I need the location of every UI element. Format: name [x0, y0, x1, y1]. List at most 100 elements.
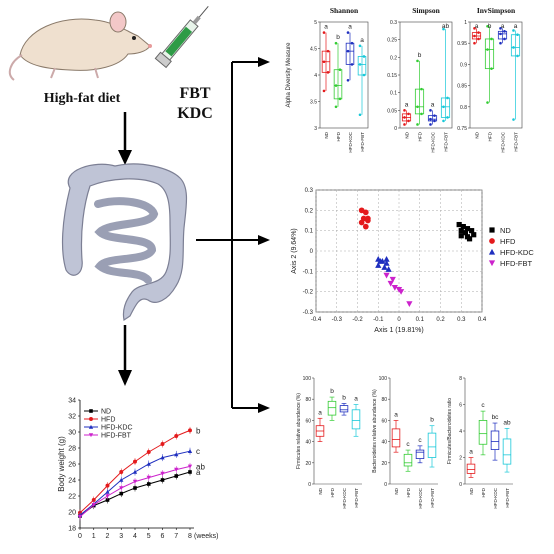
mouse-illustration: [8, 11, 152, 81]
alpha-point: [403, 116, 406, 119]
pcoa-point: [406, 301, 413, 307]
bw-point: [105, 498, 110, 502]
alpha-point: [416, 123, 419, 126]
alpha-point: [473, 34, 476, 38]
alpha-point: [420, 112, 423, 116]
alpha-box: [357, 56, 367, 76]
abund-group-label: HFD: [406, 487, 411, 497]
bw-legend-label: HFD-FBT: [101, 433, 132, 440]
alpha-group-label: HFD-KDC: [431, 131, 436, 152]
alpha-ytick-label: 0.15: [387, 73, 397, 79]
alpha-group-label: HFD-FBT: [360, 132, 365, 152]
alpha-point: [477, 37, 480, 41]
alpha-point: [338, 68, 342, 71]
bw-point: [146, 482, 151, 486]
bw-point: [188, 428, 192, 433]
alpha-point: [429, 117, 432, 121]
alpha-sig-letter: a: [431, 101, 435, 108]
pcoa-legend-label: HFD-KDC: [500, 248, 534, 257]
bw-point: [132, 479, 138, 484]
abund-sig-letter: a: [469, 449, 473, 456]
bw-xtick-label: 2: [106, 533, 110, 540]
abund-ytick-label: 2: [459, 456, 462, 462]
abund-ylabel: Firmicutes/Bacteroidetes ratio: [447, 398, 453, 464]
pcoa-xtick-label: -0.4: [311, 317, 322, 323]
alpha-ytick-label: 0.8: [460, 105, 467, 111]
bw-point: [77, 515, 83, 519]
bw-point: [133, 486, 137, 490]
pcoa-point: [381, 264, 388, 270]
abund-box: [415, 449, 425, 459]
arrow-down-1: [118, 112, 132, 165]
bw-point: [188, 470, 192, 474]
alpha-point: [358, 63, 362, 66]
abund-ytick-label: 0: [308, 482, 311, 488]
pcoa-point: [391, 285, 398, 291]
bw-point: [160, 471, 165, 476]
bw-xtick-label: 4: [133, 533, 137, 540]
abund-group-label: ND: [318, 487, 323, 494]
pcoa-ytick-label: -0.3: [303, 310, 314, 316]
diet-label: High-fat diet: [44, 91, 121, 106]
alpha-sig-letter: a: [514, 23, 518, 30]
alpha-point: [477, 31, 480, 34]
alpha-point: [512, 46, 515, 49]
abund-ytick-label: 4: [459, 429, 462, 435]
abund-group-label: ND: [394, 487, 399, 494]
abund-box: [466, 463, 476, 474]
abund-ytick-label: 40: [305, 440, 311, 446]
abund-group-label: HFD-KDC: [493, 487, 498, 508]
pcoa-point: [358, 219, 365, 226]
alpha-group-label: ND: [405, 131, 410, 138]
abund-sig-letter: a: [354, 396, 358, 403]
abund-ytick-label: 60: [381, 418, 387, 424]
abund-box: [327, 400, 337, 416]
alpha-diversity-chart: Alpha Diversity Measure Shannon 3 3.5 4 4.5 5 a…: [286, 6, 523, 153]
alpha-point: [446, 116, 449, 119]
abund-box: [351, 409, 361, 430]
bw-ylabel: Body weight (g): [57, 436, 66, 492]
abund-box: [490, 430, 500, 450]
alpha-group-label: HFD-KDC: [348, 131, 353, 152]
abund-ytick-label: 20: [305, 461, 311, 467]
alpha-sig-letter: a: [360, 37, 364, 44]
alpha-panel-title: Simpson: [412, 6, 440, 15]
pcoa-ytick-label: 0.1: [305, 229, 314, 235]
alpha-point: [503, 30, 506, 33]
pcoa-legend-label: HFD: [500, 237, 516, 246]
alpha-box: [333, 69, 343, 100]
bw-point: [174, 474, 179, 478]
pcoa-legend-label: ND: [500, 226, 511, 235]
alpha-point: [322, 60, 326, 64]
alpha-sig-letter: a: [405, 101, 409, 108]
alpha-point: [442, 119, 445, 123]
bw-ytick-label: 20: [68, 510, 76, 517]
abund-group-label: HFD-FBT: [505, 488, 510, 508]
alpha-ytick-label: 3.5: [310, 100, 317, 106]
pcoa-point: [462, 230, 468, 236]
alpha-point: [358, 44, 362, 48]
alpha-ytick-label: 0.75: [457, 126, 467, 132]
pcoa-point: [397, 289, 405, 295]
bw-xtick-label: 7: [174, 533, 178, 540]
abund-group-label: HFD-FBT: [430, 488, 435, 508]
treatment-label-2: KDC: [177, 105, 213, 122]
pcoa-ytick-label: 0.2: [305, 208, 314, 214]
abund-ytick-label: 20: [381, 461, 387, 467]
pcoa-point: [469, 228, 475, 234]
alpha-point: [322, 89, 326, 93]
alpha-ytick-label: 4: [314, 73, 317, 79]
abund-ytick-label: 100: [379, 376, 388, 382]
alpha-box: [484, 38, 495, 70]
bw-ytick-label: 34: [68, 398, 76, 405]
abund-ytick-label: 60: [305, 418, 311, 424]
alpha-point: [490, 67, 493, 70]
abund-group-label: HFD-FBT: [354, 488, 359, 508]
alpha-point: [516, 33, 519, 37]
bw-point: [105, 489, 110, 494]
alpha-ytick-label: 0.2: [390, 55, 397, 61]
pcoa-ytick-label: 0: [310, 249, 314, 255]
bw-point: [160, 442, 165, 446]
alpha-group-label: HFD: [418, 131, 423, 141]
alpha-point: [512, 118, 515, 121]
